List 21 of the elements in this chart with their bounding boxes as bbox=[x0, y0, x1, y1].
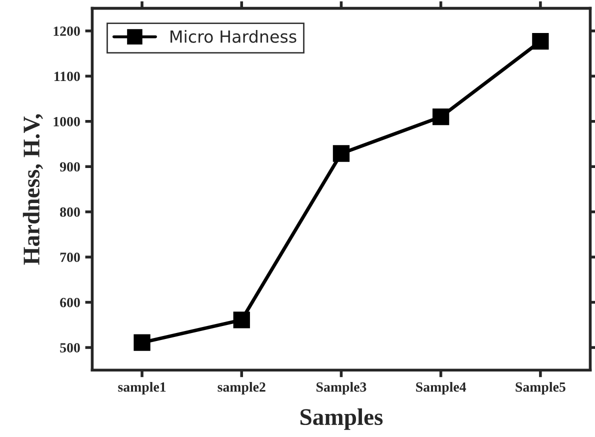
y-tick-label: 900 bbox=[60, 162, 80, 172]
y-tick-label: 1100 bbox=[54, 72, 80, 82]
x-tick-label: sample1 bbox=[118, 382, 166, 395]
legend-label: Micro Hardness bbox=[170, 30, 296, 43]
x-tick-label: Sample4 bbox=[416, 382, 466, 395]
y-tick-label: 500 bbox=[60, 343, 80, 352]
y-tick-label: 800 bbox=[60, 207, 80, 217]
y-tick-label: 1000 bbox=[54, 116, 80, 126]
point bbox=[233, 312, 250, 328]
point bbox=[532, 32, 549, 50]
point bbox=[134, 334, 150, 351]
x-tick-label: Sample3 bbox=[316, 382, 366, 395]
point bbox=[332, 145, 350, 162]
x-tick-label: sample2 bbox=[218, 382, 266, 395]
y-tick-label: 600 bbox=[60, 298, 80, 308]
y-tick-label: 700 bbox=[60, 252, 80, 262]
x-axis-title: Samples bbox=[300, 408, 383, 430]
point bbox=[432, 108, 450, 126]
y-axis-title: Hardness, H.V, bbox=[22, 114, 43, 265]
x-tick-label: Sample5 bbox=[516, 382, 566, 395]
y-tick-label: 1200 bbox=[54, 26, 80, 36]
